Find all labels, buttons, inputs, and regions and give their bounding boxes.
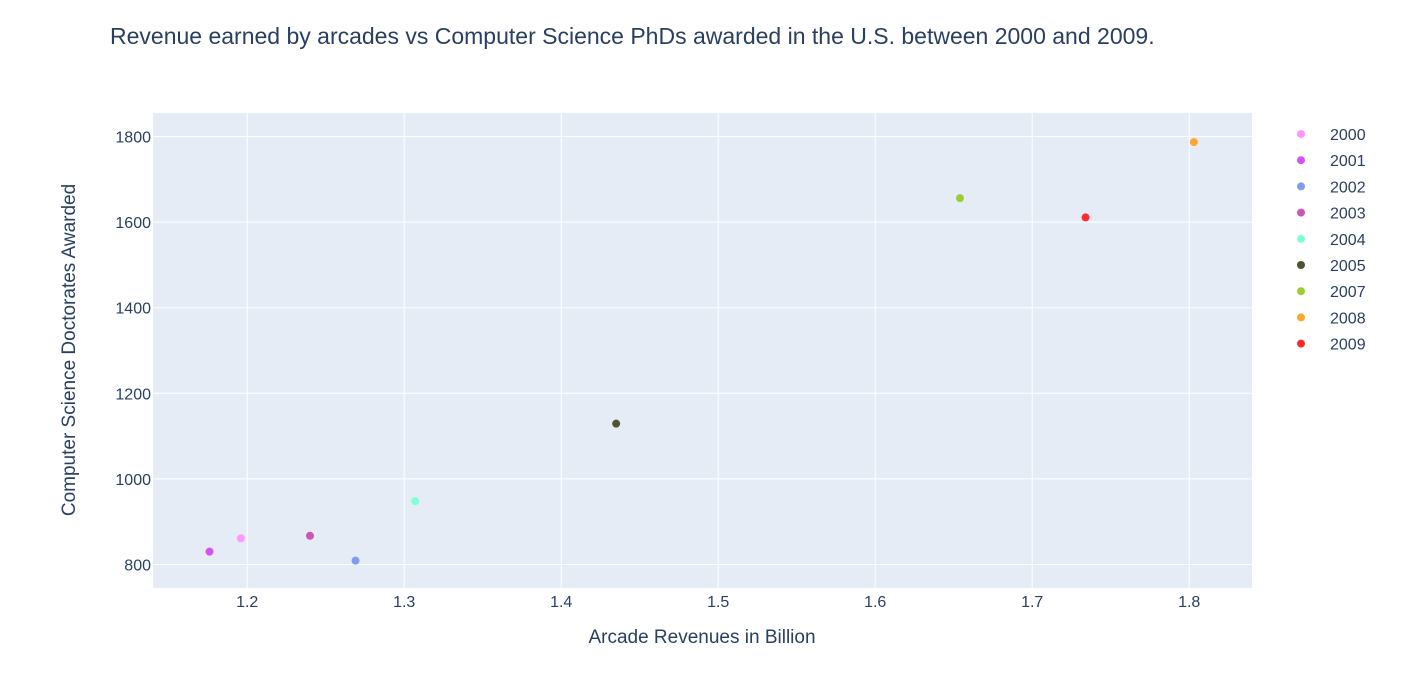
data-point-2005[interactable] <box>612 419 621 428</box>
legend-marker <box>1297 182 1305 191</box>
legend-item-2001[interactable]: 2001 <box>1297 153 1366 170</box>
y-tick-label: 800 <box>124 557 151 574</box>
legend-marker <box>1297 156 1305 165</box>
legend-item-2003[interactable]: 2003 <box>1297 206 1366 223</box>
y-tick-label: 1600 <box>115 215 151 232</box>
y-tick-label: 1800 <box>115 130 151 147</box>
legend-item-2000[interactable]: 2000 <box>1297 127 1366 144</box>
legend-label: 2004 <box>1330 232 1366 249</box>
data-point-2000[interactable] <box>236 534 245 543</box>
x-axis-ticks: 1.2 1.3 1.4 1.5 1.6 1.7 1.8 <box>236 594 1200 611</box>
legend-item-2007[interactable]: 2007 <box>1297 284 1366 301</box>
legend-marker <box>1297 261 1305 269</box>
data-point-2008[interactable] <box>1189 138 1198 147</box>
legend-marker <box>1297 287 1305 296</box>
legend-marker <box>1297 313 1305 322</box>
legend-marker <box>1297 208 1305 217</box>
data-point-2004[interactable] <box>411 497 420 506</box>
x-tick-label: 1.8 <box>1178 594 1200 611</box>
legend-label: 2005 <box>1330 258 1366 275</box>
legend-label: 2007 <box>1330 284 1366 301</box>
data-points <box>205 138 1198 565</box>
y-axis-label: Computer Science Doctorates Awarded <box>59 184 80 516</box>
x-tick-label: 1.6 <box>864 594 886 611</box>
legend-marker <box>1297 130 1305 138</box>
legend-item-2009[interactable]: 2009 <box>1297 337 1366 354</box>
legend-label: 2009 <box>1330 337 1366 354</box>
legend-item-2002[interactable]: 2002 <box>1297 179 1366 196</box>
x-tick-label: 1.3 <box>393 594 415 611</box>
legend-marker <box>1297 234 1305 243</box>
x-tick-label: 1.7 <box>1021 594 1043 611</box>
chart-title: Revenue earned by arcades vs Computer Sc… <box>110 23 1155 49</box>
legend-item-2004[interactable]: 2004 <box>1297 232 1366 249</box>
x-axis-label: Arcade Revenues in Billion <box>588 627 815 648</box>
legend-label: 2000 <box>1330 127 1366 144</box>
legend-label: 2002 <box>1330 179 1366 196</box>
y-tick-label: 1200 <box>115 386 151 403</box>
grid <box>153 113 1252 588</box>
legend-item-2005[interactable]: 2005 <box>1297 258 1366 275</box>
y-tick-label: 1000 <box>115 472 151 489</box>
y-tick-label: 1400 <box>115 301 151 318</box>
data-point-2002[interactable] <box>351 556 360 565</box>
legend-item-2008[interactable]: 2008 <box>1297 310 1366 327</box>
plot-area <box>153 113 1252 588</box>
x-tick-label: 1.4 <box>550 594 572 611</box>
data-point-2009[interactable] <box>1081 213 1090 222</box>
y-axis-ticks: 800 1000 1200 1400 1600 1800 <box>115 130 151 575</box>
legend-marker <box>1297 339 1305 348</box>
legend[interactable]: 2000 2001 2002 2003 2004 2005 2007 2008 2009 <box>1297 127 1366 354</box>
legend-label: 2001 <box>1330 153 1366 170</box>
data-point-2001[interactable] <box>205 547 214 556</box>
legend-label: 2008 <box>1330 310 1366 327</box>
data-point-2007[interactable] <box>955 194 964 203</box>
legend-label: 2003 <box>1330 206 1366 223</box>
data-point-2003[interactable] <box>306 531 314 540</box>
x-tick-label: 1.2 <box>236 594 258 611</box>
x-tick-label: 1.5 <box>707 594 729 611</box>
